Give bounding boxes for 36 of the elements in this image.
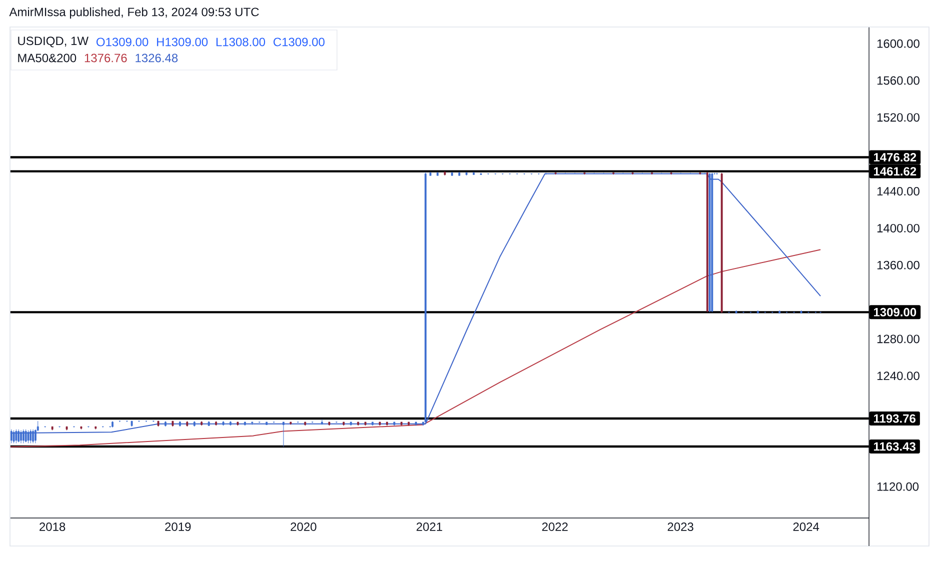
annotation: 1326.48 <box>136 54 178 62</box>
annotation: H1309.00 <box>157 38 208 46</box>
x-tick-label: 2020 <box>290 522 316 532</box>
y-tick-label: 1560.00 <box>877 76 920 85</box>
candlestick <box>12 430 15 444</box>
x-tick-label: 2019 <box>165 522 191 532</box>
y-tick-label: 1440.00 <box>877 187 920 196</box>
annotation: L1308.00 <box>216 38 266 46</box>
y-tick-label: 1520.00 <box>877 113 920 122</box>
x-tick-label: 2024 <box>793 522 820 532</box>
candlestick <box>321 418 323 426</box>
ref-line-label: 1476.82 <box>874 153 916 162</box>
ref-line-label: 1163.43 <box>874 442 916 451</box>
candlestick <box>10 429 12 444</box>
annotation: C1309.00 <box>274 38 325 46</box>
annotation: O1309.00 <box>96 38 148 46</box>
ref-line-label: 1461.62 <box>874 167 916 176</box>
candlestick <box>15 429 18 444</box>
annotation: MA50&200 <box>18 54 76 62</box>
y-tick-label: 1600.00 <box>877 39 920 48</box>
ref-line-label: 1309.00 <box>874 308 916 316</box>
x-tick-label: 2022 <box>542 522 568 532</box>
text: USDIQD, 1W <box>18 36 88 48</box>
ref-line-label: 1193.76 <box>874 414 916 423</box>
y-tick-label: 1240.00 <box>877 372 920 380</box>
x-tick-label: 2023 <box>668 522 694 532</box>
annotation: 1376.76 <box>84 54 127 62</box>
x-tick-label: 2018 <box>40 522 66 532</box>
candlestick <box>27 430 30 444</box>
y-tick-label: 1120.00 <box>877 482 919 491</box>
y-tick-label: 1400.00 <box>877 224 920 232</box>
text: AmirMIssa published, Feb 13, 2024 09:53 UTC <box>9 7 259 19</box>
line-series <box>10 249 822 448</box>
y-tick-label: 1280.00 <box>877 334 920 344</box>
y-tick-label: 1360.00 <box>877 260 920 270</box>
x-tick-label: 2021 <box>416 522 442 532</box>
